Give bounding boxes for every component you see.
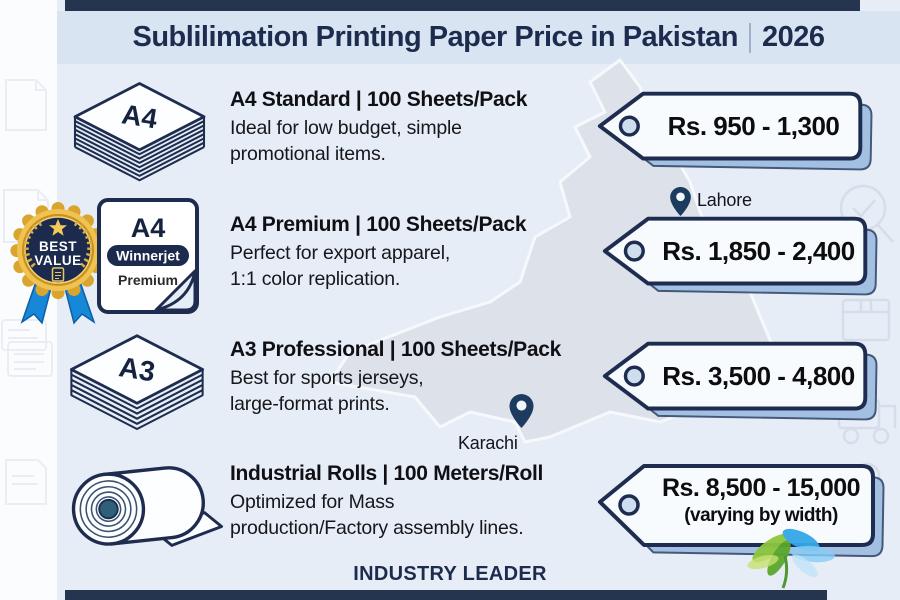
product-desc-line2: large-format prints. xyxy=(230,393,390,415)
price-range: Rs. 1,850 - 2,400 xyxy=(662,235,855,266)
bottom-accent-bar xyxy=(65,590,827,600)
premium-sheet-tier: Premium xyxy=(118,272,178,288)
product-name: Industrial Rolls | 100 Meters/Roll xyxy=(230,462,544,485)
product-desc-line2: promotional items. xyxy=(230,143,386,165)
badge-document-icon xyxy=(51,267,65,282)
price-range: Rs. 3,500 - 4,800 xyxy=(662,360,855,391)
product-desc-line1: Perfect for export apparel, xyxy=(230,242,451,264)
product-desc-line2: production/Factory assembly lines. xyxy=(230,517,524,539)
map-pin-lahore-icon xyxy=(670,186,691,217)
title-divider xyxy=(748,22,751,53)
price-note: (varying by width) xyxy=(684,505,838,526)
product-name: A3 Professional | 100 Sheets/Pack xyxy=(230,338,561,361)
industrial-roll-icon xyxy=(71,466,224,547)
best-value-badge: BEST VALUE xyxy=(10,202,106,325)
footer-industry-leader: INDUSTRY LEADER xyxy=(353,563,547,585)
background-misc-icons xyxy=(837,184,897,490)
product-desc-line1: Best for sports jerseys, xyxy=(230,367,424,389)
title-band: Sublilimation Printing Paper Price in Pa… xyxy=(57,11,900,64)
a3-stack-label: A3 xyxy=(117,351,157,387)
map-pin-karachi-icon xyxy=(509,394,534,428)
product-desc-line1: Optimized for Mass xyxy=(230,491,395,513)
price-tag-a4-premium: Rs. 1,850 - 2,400 xyxy=(597,211,882,301)
badge-word-value: VALUE xyxy=(34,253,81,268)
product-name: A4 Premium | 100 Sheets/Pack xyxy=(230,213,527,236)
product-row-a4-premium: A4 Premium | 100 Sheets/Pack Perfect for… xyxy=(230,213,600,292)
price-tag-a3-professional: Rs. 3,500 - 4,800 xyxy=(597,336,882,426)
product-desc-line1: Ideal for low budget, simple xyxy=(230,117,462,139)
top-accent-bar xyxy=(65,0,860,11)
price-range: Rs. 8,500 - 15,000 xyxy=(661,474,861,502)
city-label-lahore: Lahore xyxy=(697,190,752,210)
price-tag-industrial-rolls: Rs. 8,500 - 15,000 (varying by width) xyxy=(592,456,892,558)
product-desc-line2: 1:1 color replication. xyxy=(230,268,401,290)
product-row-a3-professional: A3 Professional | 100 Sheets/Pack Best f… xyxy=(230,338,600,417)
winnerjet-premium-sheet-icon: A4 Winnerjet Premium xyxy=(97,198,199,314)
badge-word-best: BEST xyxy=(39,239,77,254)
product-name: A4 Standard | 100 Sheets/Pack xyxy=(230,88,528,111)
a4-stack-label: A4 xyxy=(120,98,160,134)
product-row-industrial-rolls: Industrial Rolls | 100 Meters/Roll Optim… xyxy=(230,462,600,541)
price-range: Rs. 950 - 1,300 xyxy=(667,110,840,141)
price-tag-a4-standard: Rs. 950 - 1,300 xyxy=(592,86,877,176)
premium-sheet-brand: Winnerjet xyxy=(116,248,180,264)
page-title: Sublilimation Printing Paper Price in Pa… xyxy=(132,21,739,53)
product-row-a4-standard: A4 Standard | 100 Sheets/Pack Ideal for … xyxy=(230,88,600,167)
city-label-karachi: Karachi xyxy=(458,433,518,453)
page-title-year: 2026 xyxy=(761,21,825,53)
a3-paper-stack-icon: A3 xyxy=(69,334,205,431)
decorative-flower xyxy=(747,528,835,589)
premium-sheet-size: A4 xyxy=(131,213,166,243)
a4-paper-stack-icon: A4 xyxy=(73,82,206,182)
